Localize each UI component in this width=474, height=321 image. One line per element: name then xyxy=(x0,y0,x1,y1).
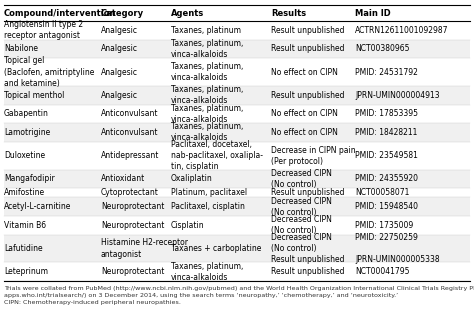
Text: Anticonvulsant: Anticonvulsant xyxy=(101,109,158,118)
Text: Neuroprotectant: Neuroprotectant xyxy=(101,202,164,211)
Text: PMID: 23549581: PMID: 23549581 xyxy=(355,151,418,160)
Text: Histamine H2-receptor
antagonist: Histamine H2-receptor antagonist xyxy=(101,239,188,258)
Text: Duloxetine: Duloxetine xyxy=(4,151,45,160)
Text: Main ID: Main ID xyxy=(355,8,391,18)
Text: Agents: Agents xyxy=(171,8,204,18)
Text: Acetyl-L-carnitine: Acetyl-L-carnitine xyxy=(4,202,72,211)
Text: Analgesic: Analgesic xyxy=(101,68,138,77)
Text: Angiotensin II type 2
receptor antagonist: Angiotensin II type 2 receptor antagonis… xyxy=(4,20,83,40)
Text: Result unpublished: Result unpublished xyxy=(271,44,345,53)
Text: Result unpublished: Result unpublished xyxy=(271,91,345,100)
Text: Analgesic: Analgesic xyxy=(101,44,138,53)
Bar xyxy=(4,197,470,216)
Text: Topical menthol: Topical menthol xyxy=(4,91,64,100)
Text: Decrease in CIPN pain
(Per protocol): Decrease in CIPN pain (Per protocol) xyxy=(271,146,356,166)
Bar xyxy=(4,142,470,169)
Text: Antidepressant: Antidepressant xyxy=(101,151,159,160)
Bar xyxy=(4,105,470,123)
Text: PMID: 24355920: PMID: 24355920 xyxy=(355,174,418,183)
Text: Taxanes, platinum: Taxanes, platinum xyxy=(171,26,241,35)
Text: apps.who.int/trialsearch/) on 3 December 2014, using the search terms ‘neuropath: apps.who.int/trialsearch/) on 3 December… xyxy=(4,293,398,298)
Text: Vitamin B6: Vitamin B6 xyxy=(4,221,46,230)
Bar xyxy=(4,169,470,188)
Bar xyxy=(4,86,470,105)
Text: PMID: 22750259

JPRN-UMIN000005338: PMID: 22750259 JPRN-UMIN000005338 xyxy=(355,233,439,264)
Bar xyxy=(4,123,470,142)
Text: Category: Category xyxy=(101,8,144,18)
Text: Result unpublished: Result unpublished xyxy=(271,26,345,35)
Text: Result unpublished: Result unpublished xyxy=(271,188,345,197)
Text: Lafutidine: Lafutidine xyxy=(4,244,43,253)
Text: Taxanes, platinum,
vinca-alkaloids: Taxanes, platinum, vinca-alkaloids xyxy=(171,104,243,124)
Text: Decreased CIPN
(No control)
Result unpublished: Decreased CIPN (No control) Result unpub… xyxy=(271,233,345,264)
Text: Paclitaxel, cisplatin: Paclitaxel, cisplatin xyxy=(171,202,245,211)
Text: JPRN-UMIN000004913: JPRN-UMIN000004913 xyxy=(355,91,439,100)
Text: Taxanes, platinum,
vinca-alkaloids: Taxanes, platinum, vinca-alkaloids xyxy=(171,262,243,282)
Bar xyxy=(4,263,470,281)
Bar xyxy=(4,188,470,197)
Text: Taxanes, platinum,
vinca-alkaloids: Taxanes, platinum, vinca-alkaloids xyxy=(171,85,243,105)
Text: PMID: 15948540: PMID: 15948540 xyxy=(355,202,418,211)
Text: Paclitaxel, docetaxel,
nab-paclitaxel, oxalipla-
tin, cisplatin: Paclitaxel, docetaxel, nab-paclitaxel, o… xyxy=(171,140,263,171)
Text: Mangafodipir: Mangafodipir xyxy=(4,174,55,183)
Bar xyxy=(4,58,470,86)
Text: Taxanes, platinum,
vinca-alkaloids: Taxanes, platinum, vinca-alkaloids xyxy=(171,62,243,82)
Text: Decreased CIPN
(No control): Decreased CIPN (No control) xyxy=(271,197,332,217)
Bar xyxy=(4,21,470,39)
Bar xyxy=(4,39,470,58)
Text: Taxanes + carboplatine: Taxanes + carboplatine xyxy=(171,244,261,253)
Text: Analgesic: Analgesic xyxy=(101,26,138,35)
Text: Taxanes, platinum,
vinca-alkaloids: Taxanes, platinum, vinca-alkaloids xyxy=(171,122,243,143)
Text: NCT00380965: NCT00380965 xyxy=(355,44,410,53)
Text: Antioxidant: Antioxidant xyxy=(101,174,145,183)
Text: Taxanes, platinum,
vinca-alkaloids: Taxanes, platinum, vinca-alkaloids xyxy=(171,39,243,59)
Text: Gabapentin: Gabapentin xyxy=(4,109,49,118)
Text: Cisplatin: Cisplatin xyxy=(171,221,205,230)
Text: Anticonvulsant: Anticonvulsant xyxy=(101,128,158,137)
Text: PMID: 24531792: PMID: 24531792 xyxy=(355,68,418,77)
Text: Neuroprotectant: Neuroprotectant xyxy=(101,221,164,230)
Text: Nabilone: Nabilone xyxy=(4,44,38,53)
Text: Cytoprotectant: Cytoprotectant xyxy=(101,188,159,197)
Text: NCT00041795: NCT00041795 xyxy=(355,267,410,276)
Text: CIPN: Chemotherapy-induced peripheral neuropathies.: CIPN: Chemotherapy-induced peripheral ne… xyxy=(4,300,181,305)
Text: PMID: 18428211: PMID: 18428211 xyxy=(355,128,418,137)
Text: Oxaliplatin: Oxaliplatin xyxy=(171,174,213,183)
Text: No effect on CIPN: No effect on CIPN xyxy=(271,68,338,77)
Text: Lamotrigine: Lamotrigine xyxy=(4,128,50,137)
Text: Analgesic: Analgesic xyxy=(101,91,138,100)
Text: Trials were collated from PubMed (http://www.ncbi.nlm.nih.gov/pubmed) and the Wo: Trials were collated from PubMed (http:/… xyxy=(4,286,474,291)
Text: NCT00058071: NCT00058071 xyxy=(355,188,410,197)
Text: Platinum, paclitaxel: Platinum, paclitaxel xyxy=(171,188,247,197)
Text: Decreased CIPN
(No control): Decreased CIPN (No control) xyxy=(271,169,332,189)
Text: Results: Results xyxy=(271,8,306,18)
Text: Amifostine: Amifostine xyxy=(4,188,45,197)
Text: Compound/intervention: Compound/intervention xyxy=(4,8,117,18)
Bar xyxy=(4,235,470,263)
Text: Neuroprotectant: Neuroprotectant xyxy=(101,267,164,276)
Text: PMID: 1735009: PMID: 1735009 xyxy=(355,221,413,230)
Text: Leteprinum: Leteprinum xyxy=(4,267,48,276)
Bar xyxy=(4,216,470,235)
Text: Result unpublished: Result unpublished xyxy=(271,267,345,276)
Text: Decreased CIPN
(No control): Decreased CIPN (No control) xyxy=(271,215,332,235)
Text: No effect on CIPN: No effect on CIPN xyxy=(271,109,338,118)
Text: ACTRN12611001092987: ACTRN12611001092987 xyxy=(355,26,448,35)
Text: Topical gel
(Baclofen, amitriptyline
and ketamine): Topical gel (Baclofen, amitriptyline and… xyxy=(4,56,94,88)
Text: No effect on CIPN: No effect on CIPN xyxy=(271,128,338,137)
Text: PMID: 17853395: PMID: 17853395 xyxy=(355,109,418,118)
